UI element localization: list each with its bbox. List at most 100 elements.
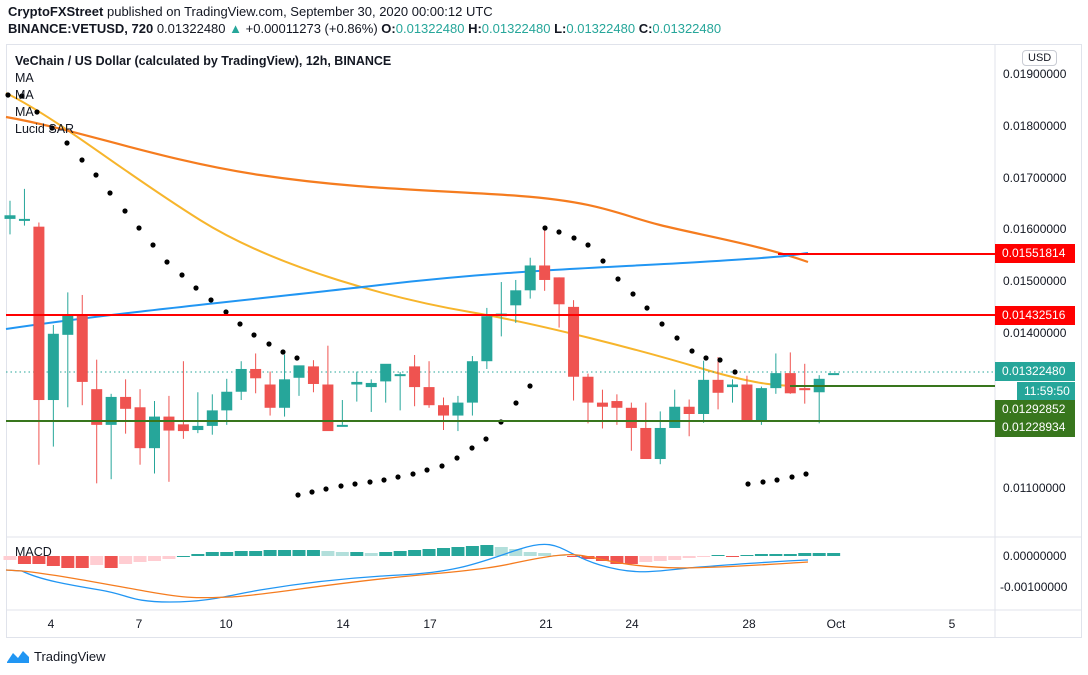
candle <box>163 416 175 431</box>
price-tick: 0.01500000 <box>1003 274 1067 288</box>
tradingview-logo-icon <box>7 651 29 663</box>
candle <box>33 226 45 401</box>
last-price-tag: 0.01322480 <box>995 362 1075 381</box>
publisher-name: CryptoFXStreet <box>8 4 104 19</box>
open-value: 0.01322480 <box>395 21 465 36</box>
indicator-ma-2[interactable]: MA <box>15 88 34 102</box>
candle <box>206 410 218 426</box>
candle <box>380 363 392 382</box>
support-tag-upper: 0.01292852 <box>995 400 1075 419</box>
support-tag-lower: 0.01228934 <box>995 418 1075 437</box>
price-tick: 0.01800000 <box>1003 119 1067 133</box>
price-change: +0.00011273 (+0.86%) <box>245 21 378 36</box>
chart-frame <box>6 44 1082 638</box>
macd-tick: 0.00000000 <box>1003 549 1067 563</box>
candle <box>770 373 782 389</box>
candle <box>510 290 522 306</box>
candle <box>438 405 449 416</box>
support-resistance-lines <box>6 253 995 422</box>
publish-info: published on TradingView.com, September … <box>106 4 493 19</box>
last-price: 0.01322480 <box>156 21 226 36</box>
high-value: 0.01322480 <box>481 21 551 36</box>
candle <box>279 379 291 408</box>
candle <box>669 406 681 428</box>
candle <box>539 265 551 280</box>
time-tick: 7 <box>135 617 143 631</box>
candle <box>524 265 536 291</box>
candle <box>76 315 88 382</box>
time-tick: 14 <box>336 617 350 631</box>
candle <box>105 396 117 425</box>
candle <box>394 374 406 377</box>
candle <box>640 427 652 460</box>
macd-tick: -0.00100000 <box>1000 580 1068 594</box>
sar-dots <box>5 92 809 498</box>
candle <box>221 391 233 411</box>
candles <box>4 188 840 484</box>
candle <box>466 361 478 403</box>
candle <box>611 401 623 408</box>
candle <box>409 366 421 388</box>
candle <box>828 373 840 376</box>
candle <box>755 388 767 422</box>
tradingview-brand: TradingView <box>34 648 106 664</box>
candle <box>698 379 710 414</box>
candle <box>177 424 189 432</box>
time-tick: 28 <box>742 617 756 631</box>
candle <box>582 376 594 403</box>
resistance-tag-lower: 0.01432516 <box>995 306 1075 325</box>
candle <box>120 396 132 409</box>
high-label: H: <box>468 21 482 36</box>
open-label: O: <box>381 21 396 36</box>
candle <box>149 416 160 449</box>
candle <box>322 384 334 432</box>
candle <box>568 306 580 377</box>
time-tick: 24 <box>625 617 639 631</box>
candle <box>4 215 16 219</box>
macd-label[interactable]: MACD <box>15 545 52 559</box>
candle <box>727 384 738 388</box>
indicator-ma-3[interactable]: MA <box>15 105 34 119</box>
candle <box>365 382 377 388</box>
candle <box>264 384 276 408</box>
time-tick: 5 <box>948 617 956 631</box>
time-tick: Oct <box>826 617 846 631</box>
symbol: BINANCE:VETUSD, 720 <box>8 21 154 36</box>
resistance-tag-upper: 0.01551814 <box>995 244 1075 263</box>
price-tick: 0.01900000 <box>1003 67 1067 81</box>
publish-line: CryptoFXStreet published on TradingView.… <box>8 4 493 19</box>
price-tick: 0.01100000 <box>1003 481 1066 495</box>
candle <box>62 315 74 335</box>
chart-title: VeChain / US Dollar (calculated by Tradi… <box>15 54 392 68</box>
candle <box>553 277 565 305</box>
candle <box>784 373 796 394</box>
candle <box>336 424 348 427</box>
time-tick: 10 <box>219 617 233 631</box>
candle <box>712 379 724 393</box>
candle <box>596 402 608 407</box>
countdown-tag: 11:59:50 <box>1017 382 1075 401</box>
chart-legend: VeChain / US Dollar (calculated by Tradi… <box>15 53 391 138</box>
candle <box>799 388 811 391</box>
candle <box>423 387 435 406</box>
candle <box>452 402 464 416</box>
up-arrow-icon: ▲ <box>229 21 243 36</box>
indicator-lines <box>5 92 995 387</box>
indicator-ma-1[interactable]: MA <box>15 71 34 85</box>
price-tick: 0.01400000 <box>1003 326 1067 340</box>
candle <box>47 333 59 401</box>
candle <box>683 406 695 414</box>
time-tick: 21 <box>539 617 553 631</box>
time-tick: 17 <box>423 617 437 631</box>
currency-badge[interactable]: USD <box>1022 50 1058 66</box>
tradingview-logo[interactable]: TradingView <box>6 648 106 664</box>
close-label: C: <box>638 21 653 36</box>
candle <box>481 316 493 362</box>
indicator-lucid-sar[interactable]: Lucid SAR <box>15 122 75 136</box>
candle <box>134 407 146 449</box>
candle <box>192 425 204 431</box>
candle <box>250 368 262 379</box>
candle <box>351 381 363 385</box>
candle <box>235 368 247 392</box>
